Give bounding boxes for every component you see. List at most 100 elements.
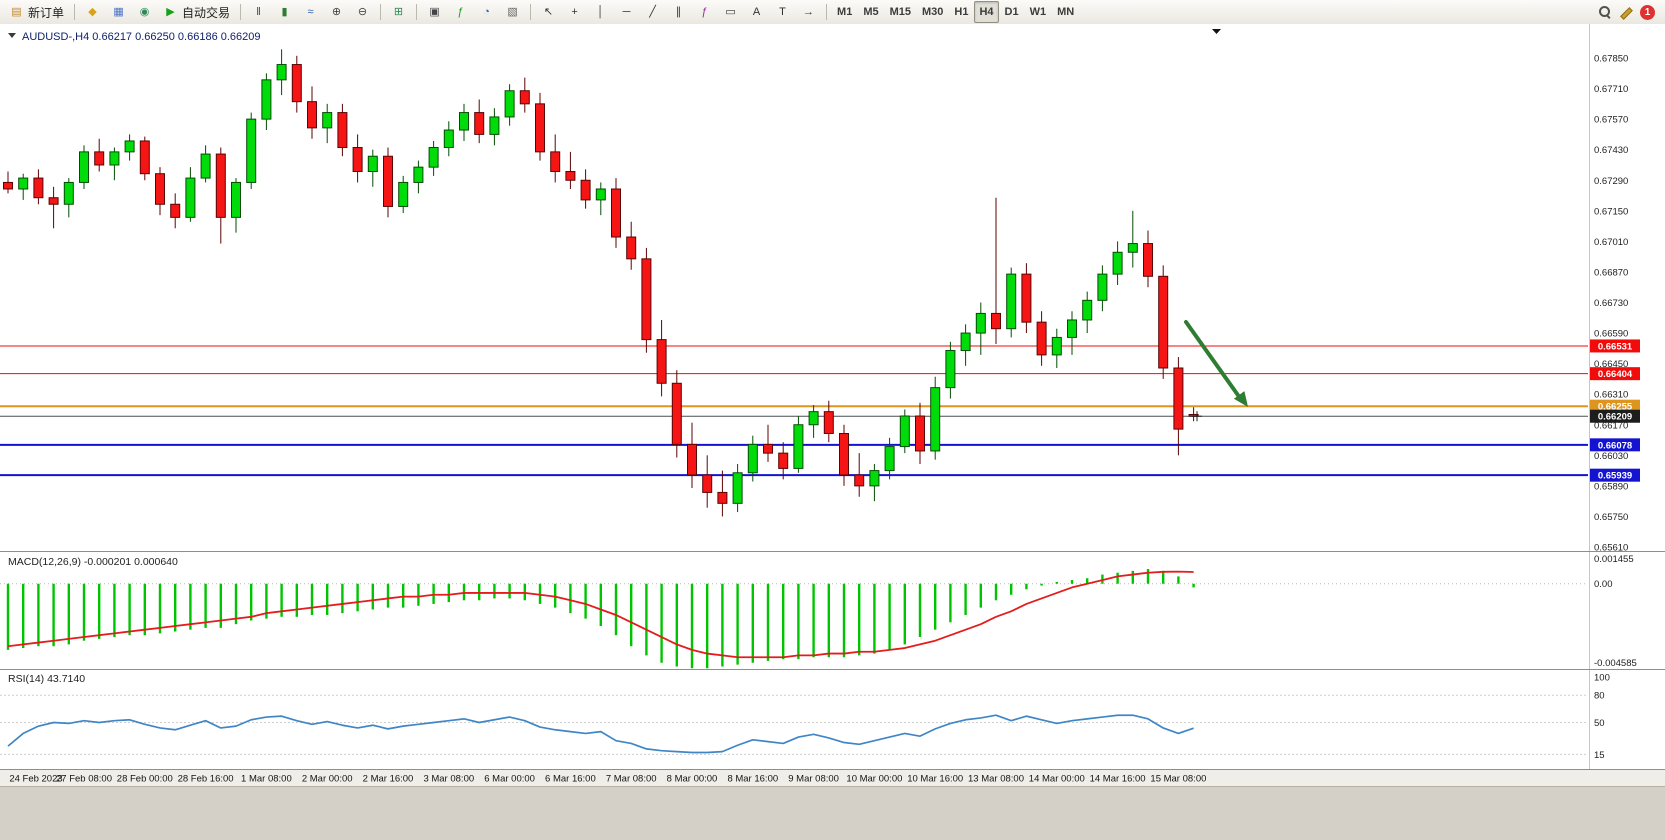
zoom-out-icon: ⊖ [357,5,368,18]
time-axis-label: 28 Feb 16:00 [178,774,234,785]
candle-down [854,474,865,487]
rsi-axis-tick: 15 [1594,750,1605,761]
chart-menu-triangle[interactable] [1212,29,1221,34]
price-axis-tick: 0.66730 [1594,298,1628,309]
candle-down [352,147,363,173]
candle-down [550,151,561,173]
auto-trading-button[interactable]: ▶ 自动交易 [158,1,235,23]
macd-axis-tick: 0.00 [1594,579,1613,590]
price-axis: 0.67850 0.67710 0.67570 0.67430 0.67290 0.671… [1594,54,1628,554]
candle-up [200,153,211,179]
price-level-badge [1590,399,1640,413]
candle-up [1006,273,1017,330]
timeframe-h1[interactable]: H1 [954,6,969,18]
arrow-shaft[interactable] [1184,320,1242,400]
candle-up [884,446,895,472]
chart-canvas[interactable]: 0.67850 0.67710 0.67570 0.67430 0.67290 0.671… [0,24,1665,786]
arrows-icon: → [803,5,815,18]
arrows-button[interactable]: → [796,1,821,23]
price-axis-tick: 0.66030 [1594,451,1628,462]
chart-window[interactable]: 0.67850 0.67710 0.67570 0.67430 0.67290 0.671… [0,24,1665,786]
price-axis-tick: 0.67710 [1594,84,1628,95]
price-axis-tick: 0.65750 [1594,512,1628,523]
candle-down [474,112,485,135]
rsi-line [7,714,1194,754]
candlestick-icon: ▮ [281,5,288,18]
trendline-button[interactable]: ╱ [640,1,665,23]
timeframe-group: M1 M5 M15 M30 H1 H4 D1 W1 MN [832,1,1079,23]
crosshair-button[interactable]: + [562,1,587,23]
toolbar-right-group: 1 [1599,4,1661,20]
price-axis-tick: 0.67150 [1594,206,1628,217]
notification-badge[interactable]: 1 [1640,4,1655,20]
text-button[interactable]: A [744,1,769,23]
arrange-windows-button[interactable]: ▣ [422,1,447,23]
candlestick-chart-button[interactable]: ▮ [272,1,297,23]
timeframe-m15[interactable]: M15 [889,6,911,18]
timeframe-m30[interactable]: M30 [922,6,944,18]
symbols-button[interactable]: ◆ [80,1,105,23]
candle-down [687,443,697,476]
indicators-icon: ƒ [457,5,464,18]
channel-button[interactable]: ∥ [666,1,691,23]
annotation-arrow [1184,320,1248,407]
search-button[interactable] [1599,6,1611,18]
timeframe-mn[interactable]: MN [1057,6,1075,18]
horizontal-line-icon: ─ [622,5,631,18]
zoom-in-icon: ⊕ [331,5,342,18]
price-axis-tick: 0.67010 [1594,237,1628,248]
timeframe-d1[interactable]: D1 [1004,6,1019,18]
timeframe-h4[interactable]: H4 [974,1,999,23]
candle-up [322,112,333,129]
label-button[interactable]: T [770,1,795,23]
candle-up [276,64,287,81]
cursor-arrow-icon: ↖ [543,5,554,18]
candle-down [702,474,713,493]
fibonacci-button[interactable]: ƒ [692,1,717,23]
periods-button[interactable]: ◔ [474,1,499,23]
market-watch-button[interactable]: ◉ [132,1,157,23]
new-order-button[interactable]: ▤ 新订单 [4,1,69,23]
price-axis-tick: 0.65610 [1594,543,1628,554]
zoom-in-button[interactable]: ⊕ [324,1,349,23]
toolbar-separator [380,4,382,20]
zoom-out-button[interactable]: ⊖ [350,1,375,23]
cursor-button[interactable]: ↖ [536,1,561,23]
price-axis-tick: 0.66590 [1594,329,1628,340]
horizontal-line-button[interactable]: ─ [614,1,639,23]
candle-down [33,177,44,199]
candle-down [839,432,849,476]
candle-down [565,171,576,181]
charts-button[interactable]: ▦ [106,1,131,23]
candle-up [930,387,941,452]
indicators-button[interactable]: ƒ [448,1,473,23]
candle-up [79,151,89,183]
chart-symbol-dropdown[interactable] [8,33,16,38]
tile-windows-button[interactable]: ⊞ [386,1,411,23]
toolbar-separator [530,4,532,20]
vertical-line-button[interactable]: │ [588,1,613,23]
bar-chart-button[interactable]: ‖ [246,1,271,23]
arrow-head[interactable] [1233,391,1248,407]
candle-down [519,90,530,105]
gold-diamond-icon: ◆ [88,5,97,18]
candle-up [367,155,378,173]
price-axis-tick: 0.67850 [1594,54,1628,65]
timeframe-w1[interactable]: W1 [1029,6,1047,18]
arrange-windows-icon: ▣ [429,5,440,18]
candle-down [1143,243,1153,277]
rsi-panel: RSI(14) 43.7140 100 80 50 15 [0,673,1610,761]
templates-button[interactable]: ▧ [500,1,525,23]
chart-background [0,24,1665,786]
candle-down [626,236,637,260]
timeframe-m5[interactable]: M5 [863,6,879,18]
line-chart-button[interactable]: ≈ [298,1,323,23]
horizontal-lines: 0.66531 0.66404 0.66255 0.66078 0.65939 0.662… [0,339,1640,482]
timeframe-m1[interactable]: M1 [837,6,853,18]
tile-windows-icon: ⊞ [393,5,404,18]
candle-down [641,258,652,341]
candle-down [48,197,59,205]
candle-down [291,64,302,103]
edit-button[interactable] [1619,6,1632,19]
shapes-button[interactable]: ▭ [718,1,743,23]
